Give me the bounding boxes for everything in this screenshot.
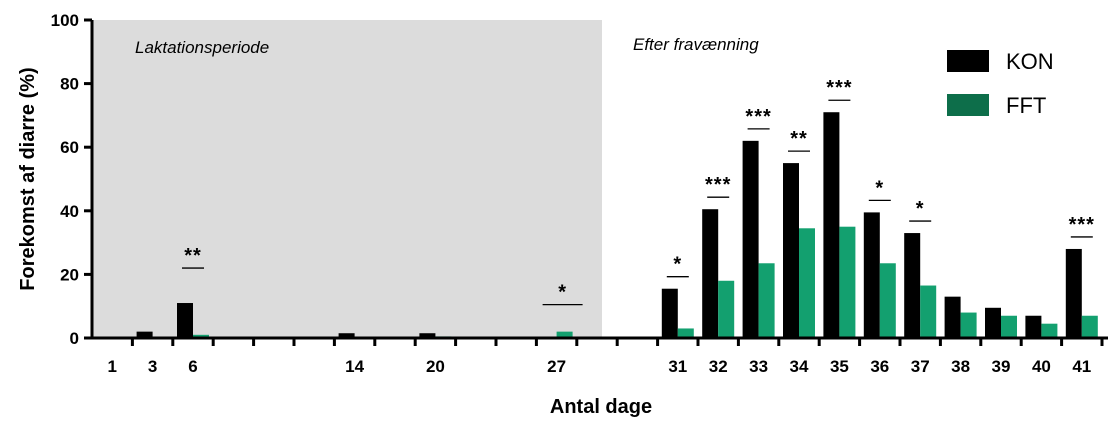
- bar-fft-day-33: [758, 263, 775, 338]
- significance-label-day-34: **: [790, 128, 808, 150]
- significance-label-day-27: *: [558, 282, 567, 304]
- y-tick-label-40: 40: [60, 202, 79, 221]
- x-ticks-group: 1 3 6 14 20 27 31 32 33 34 35 36 37 38 39 40 41: [107, 338, 1104, 376]
- x-tick-label-35: 35: [830, 357, 849, 376]
- bar-kon-day-3: [136, 331, 153, 338]
- x-tick-label-31: 31: [668, 357, 687, 376]
- legend-swatch-kon: [947, 50, 989, 72]
- bar-kon-day-36: [863, 212, 880, 338]
- significance-label-day-33: ***: [745, 106, 771, 128]
- bar-kon-day-31: [661, 288, 678, 338]
- bar-kon-day-39: [985, 307, 1001, 338]
- y-ticks-group: 0 20 40 60 80 100: [51, 11, 92, 348]
- x-tick-label-37: 37: [911, 357, 930, 376]
- bar-fft-day-34: [799, 228, 815, 338]
- x-tick-label-41: 41: [1072, 357, 1091, 376]
- x-tick-label-40: 40: [1032, 357, 1051, 376]
- bar-kon-day-35: [823, 112, 840, 338]
- bar-fft-day-27: [556, 331, 573, 338]
- x-tick-label-39: 39: [992, 357, 1011, 376]
- x-tick-label-38: 38: [951, 357, 970, 376]
- significance-label-day-37: *: [916, 198, 925, 220]
- lactation-region-label: Laktationsperiode: [135, 38, 269, 57]
- bar-kon-day-34: [783, 163, 799, 338]
- legend: KON FFT: [947, 49, 1054, 118]
- y-tick-label-20: 20: [60, 265, 79, 284]
- x-tick-label-20: 20: [426, 357, 445, 376]
- legend-label-fft: FFT: [1006, 93, 1046, 118]
- bar-fft-day-35: [839, 226, 856, 338]
- legend-label-kon: KON: [1006, 49, 1054, 74]
- bar-kon-day-14: [338, 333, 355, 338]
- significance-label-day-31: *: [673, 254, 682, 276]
- bar-fft-day-39: [1001, 315, 1017, 338]
- x-tick-label-32: 32: [709, 357, 728, 376]
- x-tick-label-33: 33: [749, 357, 768, 376]
- bar-fft-day-37: [920, 285, 937, 338]
- x-tick-label-36: 36: [870, 357, 889, 376]
- bars-group: [136, 112, 1098, 338]
- significance-label-day-6: **: [184, 245, 202, 267]
- bar-fft-day-36: [879, 263, 896, 338]
- x-tick-label-6: 6: [188, 357, 197, 376]
- x-axis-title: Antal dage: [550, 396, 652, 418]
- y-tick-label-0: 0: [70, 329, 79, 348]
- significance-label-day-36: *: [875, 177, 884, 199]
- bar-kon-day-33: [742, 140, 759, 338]
- x-tick-label-3: 3: [148, 357, 157, 376]
- significance-group: ********************: [182, 77, 1095, 306]
- bar-fft-day-40: [1041, 323, 1058, 338]
- x-tick-label-1: 1: [107, 357, 116, 376]
- bar-kon-day-32: [702, 209, 719, 338]
- bar-fft-day-41: [1081, 315, 1098, 338]
- significance-label-day-41: ***: [1069, 214, 1095, 236]
- lactation-region-shading: [92, 20, 602, 338]
- y-tick-label-60: 60: [60, 138, 79, 157]
- bar-kon-day-41: [1065, 248, 1082, 338]
- legend-swatch-fft: [947, 94, 989, 116]
- bar-kon-day-37: [904, 233, 921, 338]
- significance-label-day-35: ***: [826, 77, 852, 99]
- bar-kon-day-6: [177, 303, 193, 338]
- y-axis-title: Forekomst af diarre (%): [17, 67, 39, 290]
- significance-label-day-32: ***: [705, 174, 731, 196]
- bar-fft-day-32: [718, 280, 735, 338]
- bar-kon-day-40: [1025, 315, 1042, 338]
- bar-kon-day-20: [419, 333, 436, 338]
- bar-fft-day-38: [960, 312, 977, 338]
- x-tick-label-27: 27: [547, 357, 566, 376]
- y-tick-label-100: 100: [51, 11, 79, 30]
- x-tick-label-14: 14: [345, 357, 364, 376]
- x-tick-label-34: 34: [790, 357, 809, 376]
- bar-fft-day-31: [677, 328, 694, 338]
- bar-fft-day-6: [193, 334, 209, 338]
- bar-kon-day-38: [944, 296, 961, 338]
- weaning-region-label: Efter fravænning: [633, 35, 759, 54]
- y-tick-label-80: 80: [60, 75, 79, 94]
